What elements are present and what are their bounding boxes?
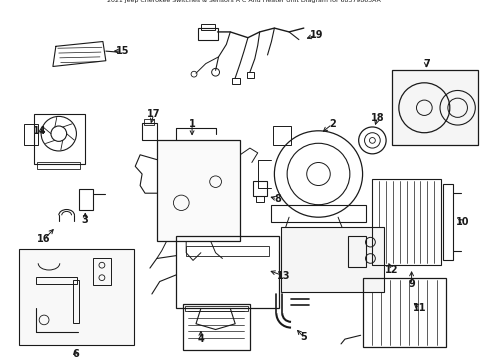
Bar xyxy=(142,123,157,140)
Bar xyxy=(157,140,240,241)
Text: 1: 1 xyxy=(188,119,195,129)
Bar xyxy=(36,277,77,284)
Text: 15: 15 xyxy=(116,46,129,56)
Bar xyxy=(232,78,240,84)
Bar xyxy=(34,114,85,165)
Bar xyxy=(372,179,440,265)
Text: 3: 3 xyxy=(81,215,88,225)
Bar xyxy=(93,258,110,285)
Text: 8: 8 xyxy=(273,194,280,204)
Text: 13: 13 xyxy=(276,271,289,281)
Text: 4: 4 xyxy=(197,334,204,344)
Bar xyxy=(201,24,214,30)
Text: 19: 19 xyxy=(309,30,323,40)
Bar xyxy=(442,184,452,260)
Bar xyxy=(391,70,477,145)
Text: 2: 2 xyxy=(328,119,335,129)
Bar xyxy=(362,278,445,347)
Text: 11: 11 xyxy=(412,303,426,314)
Bar xyxy=(198,28,217,40)
Text: 7: 7 xyxy=(422,59,429,69)
Text: 17: 17 xyxy=(147,109,160,120)
Bar xyxy=(24,124,38,145)
Bar xyxy=(252,181,266,196)
Bar xyxy=(347,237,365,267)
Bar xyxy=(183,303,249,350)
Bar xyxy=(271,205,365,222)
Text: 10: 10 xyxy=(455,217,468,227)
Text: 5: 5 xyxy=(300,332,306,342)
Text: 2021 Jeep Cherokee Switches & Sensors A C And Heater Unit Diagram for 68379863AA: 2021 Jeep Cherokee Switches & Sensors A … xyxy=(107,0,380,3)
Bar xyxy=(176,237,279,309)
Bar xyxy=(185,306,247,311)
Bar xyxy=(37,162,80,169)
Text: 9: 9 xyxy=(407,279,414,289)
Bar xyxy=(144,119,154,125)
Text: 18: 18 xyxy=(370,113,383,123)
Text: 12: 12 xyxy=(385,265,398,275)
Bar xyxy=(79,189,93,211)
Bar xyxy=(255,196,263,202)
Bar xyxy=(246,72,253,78)
Text: 6: 6 xyxy=(72,350,79,360)
Bar xyxy=(281,227,384,292)
Bar xyxy=(186,246,269,256)
Text: 16: 16 xyxy=(37,234,51,244)
Bar xyxy=(273,126,290,145)
Bar xyxy=(73,280,79,323)
Text: 14: 14 xyxy=(33,126,47,136)
Bar xyxy=(19,249,134,345)
